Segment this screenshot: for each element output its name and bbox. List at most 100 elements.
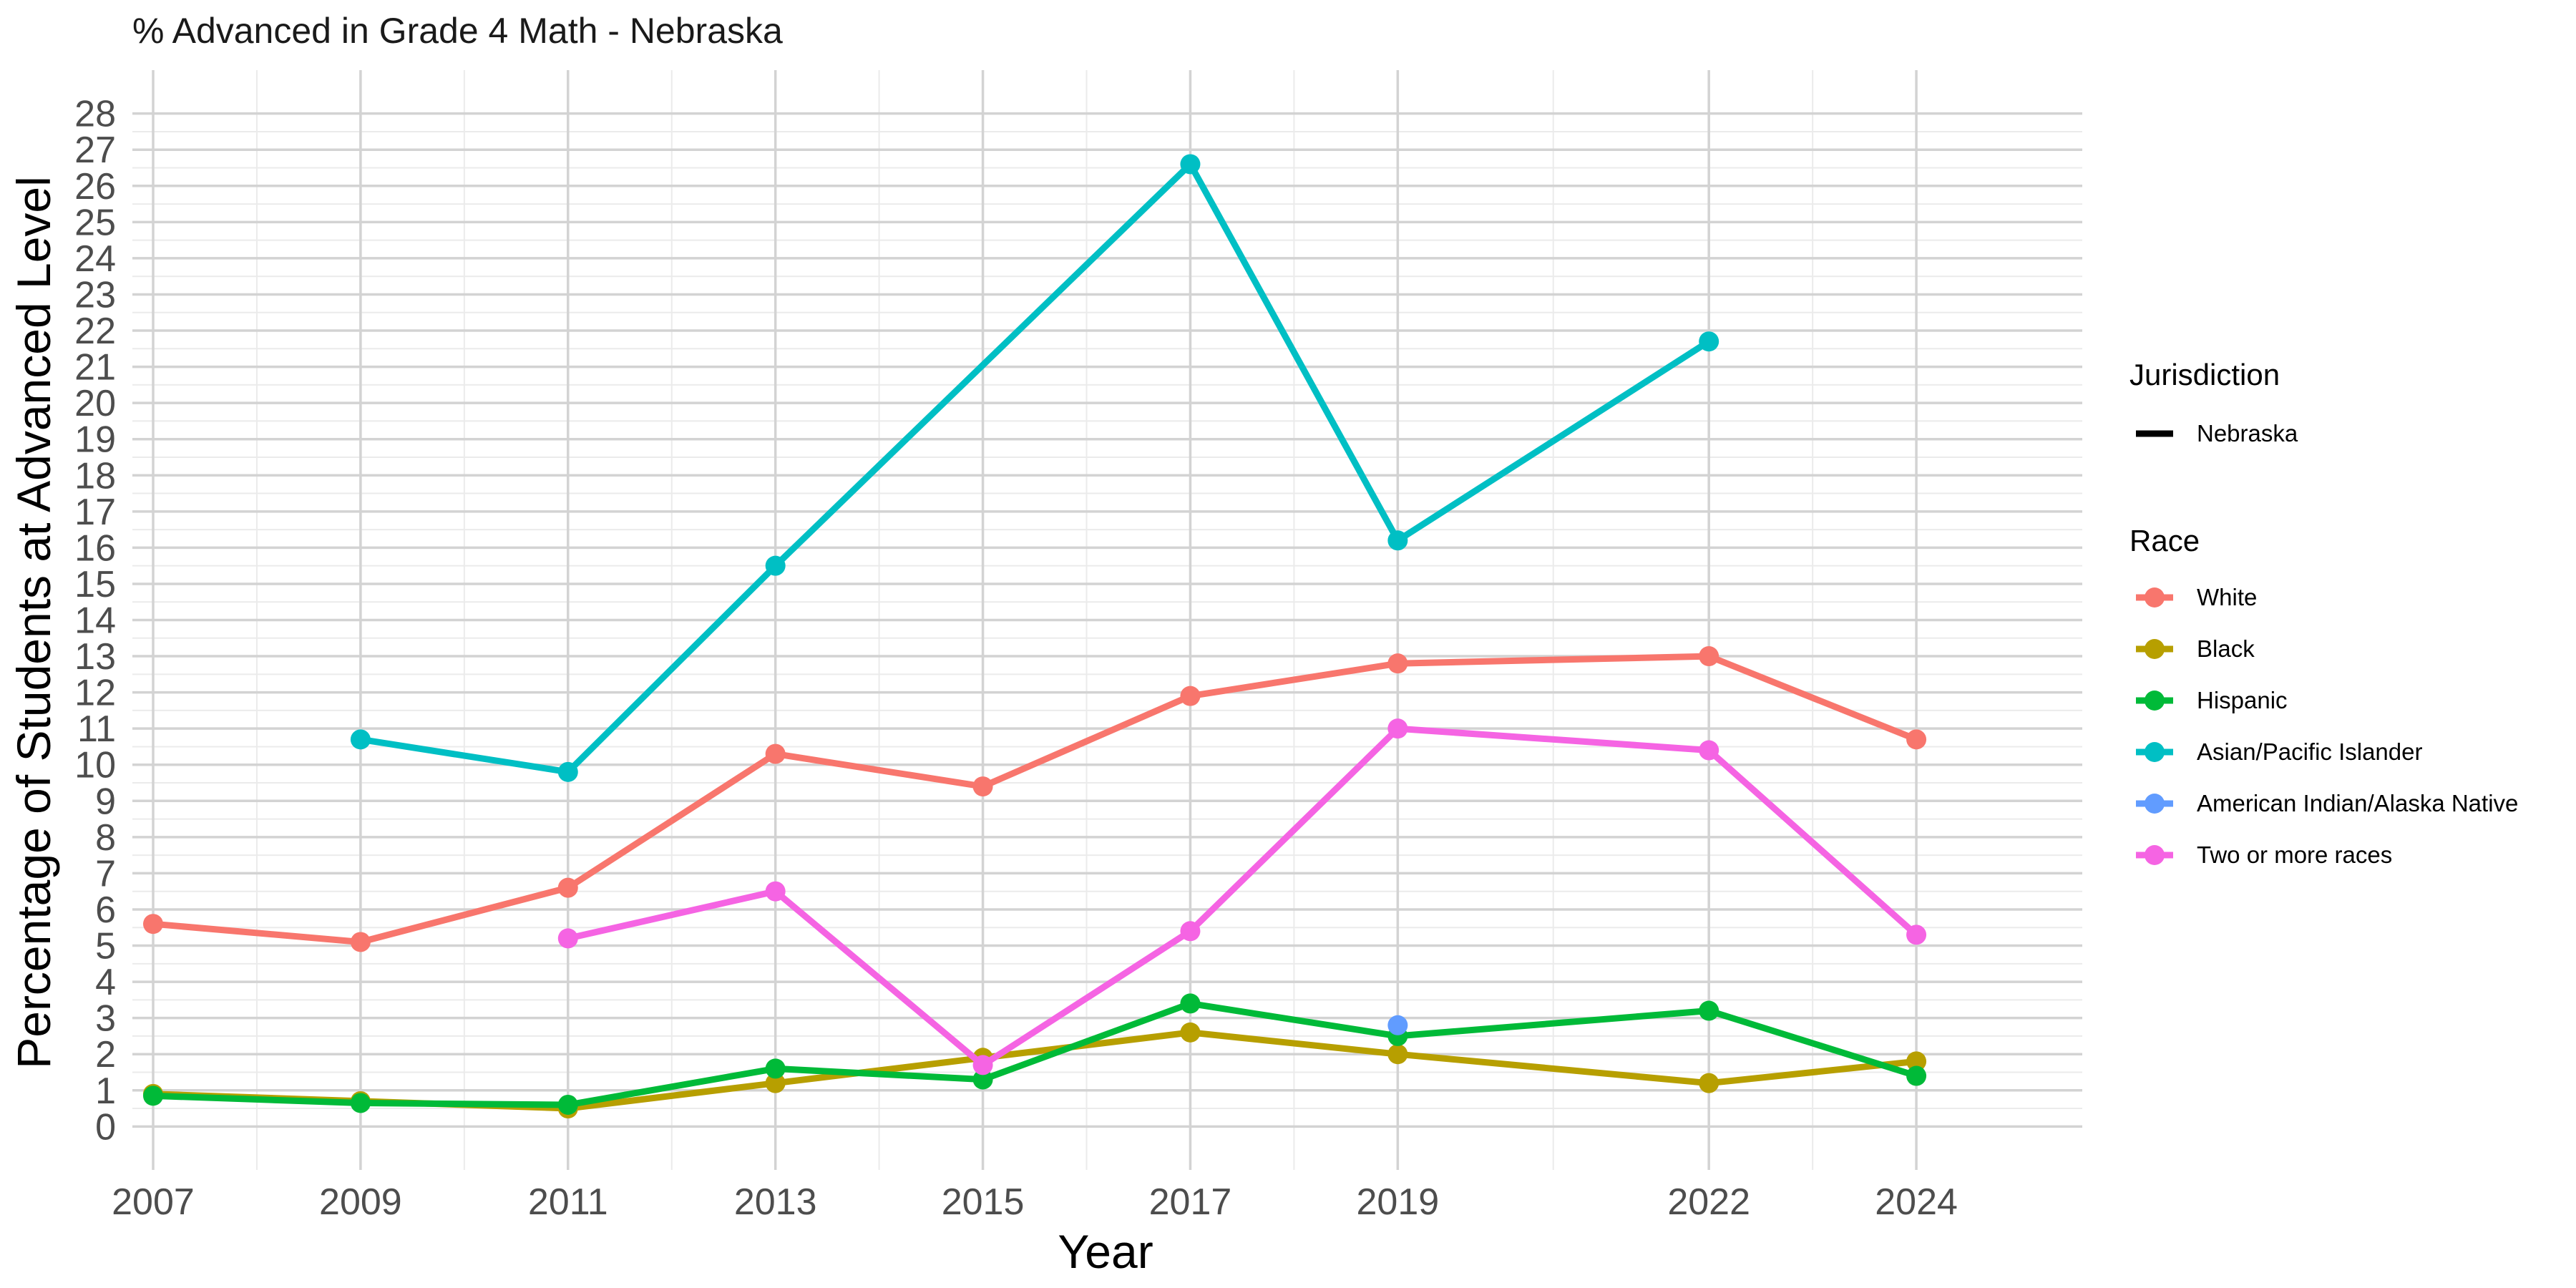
legend-label: American Indian/Alaska Native xyxy=(2197,790,2518,816)
data-point-two-or-more-races xyxy=(1180,921,1201,942)
y-tick-label: 9 xyxy=(95,781,116,822)
y-tick-label: 14 xyxy=(74,600,116,642)
data-point-white xyxy=(350,932,371,952)
data-point-hispanic xyxy=(350,1093,371,1113)
x-tick-label: 2022 xyxy=(1667,1181,1750,1223)
y-tick-label: 10 xyxy=(74,745,116,786)
x-tick-label: 2013 xyxy=(734,1181,817,1223)
y-tick-label: 12 xyxy=(74,673,116,714)
series-layer xyxy=(142,154,1927,1119)
y-tick-label: 5 xyxy=(95,926,116,967)
y-tick-label: 13 xyxy=(74,636,116,678)
tick-labels: 0123456789101112131415161718192021222324… xyxy=(74,94,1958,1223)
legend-key-point xyxy=(2145,742,2165,762)
y-tick-label: 27 xyxy=(74,130,116,171)
legend-item-two-or-more-races: Two or more races xyxy=(2136,841,2392,868)
data-point-black xyxy=(1699,1073,1719,1093)
data-point-black xyxy=(765,1073,786,1093)
data-point-two-or-more-races xyxy=(972,1055,993,1075)
legend-key-point xyxy=(2145,639,2165,659)
x-axis-title: Year xyxy=(1058,1225,1153,1278)
legend-item-black: Black xyxy=(2136,635,2255,662)
legend-key-point xyxy=(2145,691,2165,711)
data-point-two-or-more-races xyxy=(765,881,786,902)
y-tick-label: 25 xyxy=(74,202,116,243)
data-point-asian-pacific-islander xyxy=(1387,530,1408,551)
y-tick-label: 24 xyxy=(74,238,116,280)
y-tick-label: 16 xyxy=(74,527,116,569)
data-point-white xyxy=(1387,653,1408,674)
data-point-asian-pacific-islander xyxy=(765,555,786,576)
chart-title: % Advanced in Grade 4 Math - Nebraska xyxy=(132,11,783,51)
series-american-indian-alaska-native xyxy=(1387,1015,1408,1035)
y-tick-label: 26 xyxy=(74,166,116,208)
y-tick-label: 7 xyxy=(95,853,116,894)
data-point-white xyxy=(972,776,993,797)
legend-item-american-indian-alaska-native: American Indian/Alaska Native xyxy=(2136,790,2518,816)
data-point-white xyxy=(142,914,163,935)
legend-label: Two or more races xyxy=(2197,841,2392,868)
legend-jurisdiction-title: Jurisdiction xyxy=(2129,358,2280,391)
legend-label: Black xyxy=(2197,635,2255,662)
data-point-asian-pacific-islander xyxy=(557,761,578,782)
y-tick-label: 22 xyxy=(74,311,116,352)
data-point-white xyxy=(557,877,578,898)
y-axis-title: Percentage of Students at Advanced Level xyxy=(7,176,60,1069)
y-tick-label: 20 xyxy=(74,383,116,424)
y-tick-label: 23 xyxy=(74,274,116,316)
y-tick-label: 2 xyxy=(95,1034,116,1075)
data-point-two-or-more-races xyxy=(1906,924,1927,945)
legend-key-point xyxy=(2145,845,2165,865)
y-tick-label: 28 xyxy=(74,94,116,135)
legend-item-hispanic: Hispanic xyxy=(2136,687,2288,713)
y-tick-label: 6 xyxy=(95,889,116,931)
y-tick-label: 4 xyxy=(95,962,116,1003)
y-tick-label: 15 xyxy=(74,564,116,605)
data-point-hispanic xyxy=(1906,1065,1927,1086)
legend-label: Asian/Pacific Islander xyxy=(2197,738,2422,765)
legend-label: White xyxy=(2197,584,2257,610)
x-tick-label: 2019 xyxy=(1357,1181,1440,1223)
legend-label: Hispanic xyxy=(2197,687,2288,713)
data-point-hispanic xyxy=(1180,993,1201,1014)
legend: Jurisdiction Nebraska Race White Black His… xyxy=(2129,358,2518,868)
data-point-two-or-more-races xyxy=(1387,718,1408,739)
data-point-asian-pacific-islander xyxy=(350,729,371,750)
data-point-black xyxy=(1906,1051,1927,1072)
data-point-hispanic xyxy=(557,1094,578,1115)
legend-item-asian-pacific-islander: Asian/Pacific Islander xyxy=(2136,738,2422,765)
x-tick-label: 2007 xyxy=(112,1181,195,1223)
x-tick-label: 2009 xyxy=(319,1181,402,1223)
data-point-black xyxy=(1387,1044,1408,1065)
series-hispanic xyxy=(142,993,1927,1115)
data-point-two-or-more-races xyxy=(1699,740,1719,761)
y-tick-label: 19 xyxy=(74,419,116,461)
data-point-american-indian-alaska-native xyxy=(1387,1015,1408,1035)
data-point-white xyxy=(1180,686,1201,706)
data-point-asian-pacific-islander xyxy=(1699,331,1719,352)
series-white xyxy=(142,646,1927,952)
data-point-hispanic xyxy=(972,1069,993,1090)
data-point-two-or-more-races xyxy=(557,928,578,949)
y-tick-label: 21 xyxy=(74,347,116,389)
y-tick-label: 8 xyxy=(95,817,116,859)
y-tick-label: 3 xyxy=(95,998,116,1040)
x-tick-label: 2011 xyxy=(528,1181,608,1223)
legend-jurisdiction-label: Nebraska xyxy=(2197,420,2298,447)
series-line-asian-pacific-islander xyxy=(360,161,1711,776)
data-point-white xyxy=(1699,646,1719,667)
data-point-white xyxy=(765,743,786,764)
data-point-black xyxy=(1180,1022,1201,1043)
series-asian-pacific-islander xyxy=(350,154,1719,782)
y-tick-label: 1 xyxy=(95,1070,116,1112)
x-tick-label: 2024 xyxy=(1875,1181,1958,1223)
legend-item-white: White xyxy=(2136,584,2257,610)
x-tick-label: 2015 xyxy=(942,1181,1025,1223)
data-point-hispanic xyxy=(765,1058,786,1079)
y-tick-label: 11 xyxy=(77,708,116,750)
data-point-asian-pacific-islander xyxy=(1180,154,1201,175)
data-point-hispanic xyxy=(1699,1000,1719,1021)
y-tick-label: 17 xyxy=(74,492,116,533)
